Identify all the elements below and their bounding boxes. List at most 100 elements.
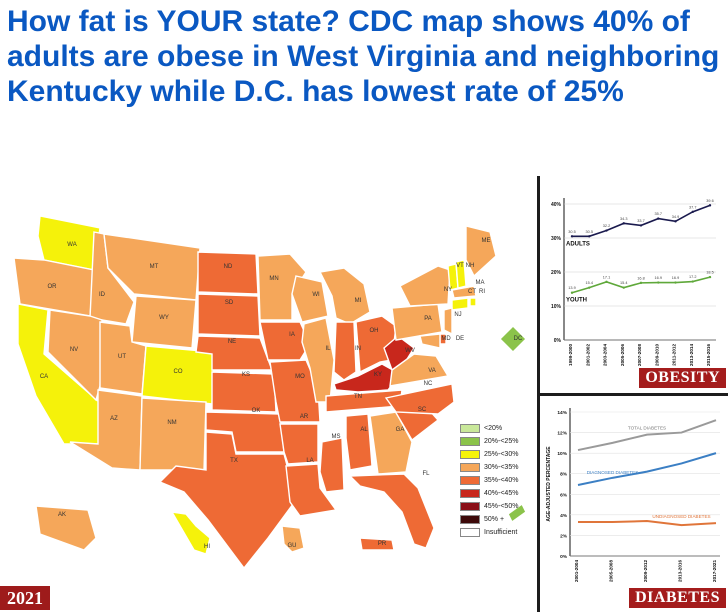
state-label-md: MD [441,336,451,342]
state-shape-pr [359,537,395,551]
data-point [674,281,677,284]
legend-swatch [460,488,480,498]
total-diabetes-label: TOTAL DIABETES [628,426,666,431]
data-label: 16.9 [655,276,662,280]
us-obesity-map: WA OR CA ID NV MT WY UT AZ CO NM ND SD NE KS OK TX MN IA MO… [0,176,536,612]
legend-label: 40%-<45% [484,489,519,497]
data-point [588,235,591,238]
state-shape-ak [35,505,97,551]
state-shape-fl [348,473,435,549]
data-point [570,291,574,294]
legend-item: 35%-<40% [460,474,536,486]
state-shape-nd [197,251,259,295]
state-label-or: OR [48,284,58,290]
series-line [577,452,717,487]
y-tick-label: 20% [551,270,562,276]
y-tick-label: 10% [557,451,567,457]
legend-label: 45%-<50% [484,502,519,510]
state-label-ok: OK [252,408,261,414]
state-shape-ma [451,285,477,299]
x-tick-label: 2015-2016 [706,344,711,366]
legend-item: 50% + [460,513,536,525]
state-label-ar: AR [300,414,309,420]
y-tick-label: 12% [557,431,567,437]
state-shape-wi [291,275,329,323]
state-shape-al [345,413,373,471]
state-labels: WA OR CA ID NV MT WY UT AZ CO NM ND SD NE KS OK TX MN IA MO… [40,238,523,550]
x-tick-label: 2013-2014 [689,344,694,366]
state-shape-wy [131,295,197,349]
legend-label: 20%-<25% [484,437,519,445]
state-label-oh: OH [370,328,379,334]
state-shape-ri [469,297,477,307]
state-label-vt: VT [456,263,464,269]
state-shape-ne [195,335,274,371]
state-label-nd: ND [224,264,233,270]
state-shape-va [389,353,450,387]
data-point [657,217,660,220]
y-tick-label: 30% [551,236,562,242]
state-label-id: ID [99,292,106,298]
x-tick-label: 2005-2008 [609,560,614,582]
data-label: 16.8 [637,276,644,280]
year-badge: 2021 [0,586,50,610]
undiagnosed-diabetes-label: UNDIAGNOSED DIABETES [652,514,710,519]
legend-swatch [460,527,480,537]
panel-divider [540,393,728,396]
state-label-la: LA [306,458,313,464]
state-shape-md [419,333,441,349]
data-point [570,235,574,238]
legend-swatch [460,423,480,433]
state-label-mn: MN [269,276,278,282]
y-tick-label: 14% [557,410,567,416]
data-label: 17.2 [689,275,696,279]
legend-swatch [460,501,480,511]
state-shape-gu [281,525,305,553]
y-tick-label: 4% [560,513,568,519]
dc-callout-marker [499,325,527,353]
state-label-pa: PA [424,316,432,322]
obesity-chart-panel: 40% 30% 20% 10% 0% 1999-2000 2001-2002 2003-200… [540,176,728,393]
state-label-mt: MT [150,264,159,270]
state-shape-la [285,463,338,517]
data-point [657,281,660,284]
state-label-az: AZ [110,416,118,422]
data-label: 34.9 [672,215,679,219]
data-label: 37.7 [689,205,696,209]
diabetes-chart: 14% 12% 10% 8% 6% 4% 2% 0% AGE-ADJUSTED PERCENTA… [546,408,720,582]
x-tick-label: 2017-2021 [712,560,717,582]
state-label-ia: IA [289,332,295,338]
data-label: 30.5 [568,230,575,234]
x-tick-label: 2003-2004 [603,344,608,366]
x-tick-label: 2007-2008 [637,344,642,366]
state-label-tx: TX [230,458,238,464]
state-label-ak: AK [58,512,66,518]
obesity-title: OBESITY [639,368,726,388]
x-tick-label: 2009-2012 [643,560,648,582]
state-label-ks: KS [242,372,250,378]
data-point [708,204,712,207]
legend-swatch [460,449,480,459]
state-label-wy: WY [159,315,169,321]
legend-swatch [460,514,480,524]
state-shapes [13,215,527,570]
state-label-ct: CT [468,289,476,295]
y-tick-label: 0% [560,554,568,560]
state-label-in: IN [355,346,361,352]
state-label-ma: MA [476,280,485,286]
data-point [605,280,608,284]
state-shape-il [301,317,335,403]
data-point [639,224,643,227]
adults-series-label: ADULTS [566,241,590,247]
state-label-ky: KY [374,372,382,378]
state-label-mi: MI [355,298,362,304]
state-label-ca: CA [40,374,48,380]
state-shape-tx [158,431,297,570]
data-label: 30.5 [586,230,593,234]
x-tick-label: 2013-2016 [678,560,683,582]
state-label-ut: UT [118,354,126,360]
data-label: 16.9 [672,276,679,280]
data-point [622,222,625,225]
state-shape-mt [103,233,201,301]
state-shape-ms [319,437,345,493]
